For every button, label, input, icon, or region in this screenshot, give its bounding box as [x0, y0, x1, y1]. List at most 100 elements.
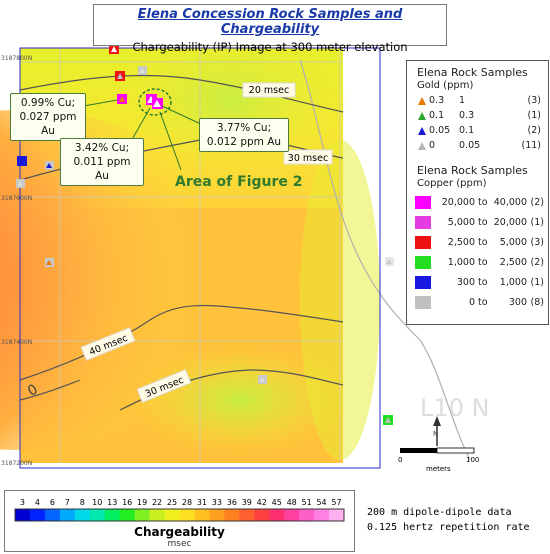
- copper-legend-row: 300 to 1,000 (1): [413, 275, 545, 291]
- gold-range-to: 0.1: [459, 125, 475, 136]
- sample-marker: [115, 71, 125, 81]
- survey-note-frequency: 0.125 hertz repetition rate: [367, 522, 530, 533]
- colorbar-swatch: [104, 509, 121, 521]
- colorbar-swatch: [329, 509, 345, 521]
- sample-marker: [17, 156, 27, 166]
- colorbar-tick-label: 4: [35, 498, 40, 507]
- copper-legend-title: Elena Rock Samples: [417, 164, 528, 177]
- callout-sample-3: 3.77% Cu; 0.012 ppm Au: [199, 118, 289, 152]
- colorbar-title: Chargeability: [134, 525, 225, 539]
- svg-text:0: 0: [398, 456, 402, 464]
- colorbar-tick-label: 3: [20, 498, 25, 507]
- copper-range-from: 300: [456, 277, 475, 288]
- colorbar-swatch: [164, 509, 180, 521]
- range-separator: to: [478, 217, 488, 228]
- colorbar-swatch: [314, 509, 330, 521]
- colorbar-swatch: [269, 509, 285, 521]
- colorbar-swatch: [89, 509, 106, 521]
- gold-legend-row: 0.3 1 (3): [415, 95, 543, 109]
- figure-2-area-circle: [138, 88, 172, 116]
- gold-range-to: 1: [459, 95, 466, 106]
- gold-range-from: 0: [429, 140, 436, 151]
- colorbar-tick-label: 31: [197, 498, 207, 507]
- copper-legend-row: 1,000 to 2,500 (2): [413, 255, 545, 271]
- gold-range-from: 0.05: [429, 125, 451, 136]
- colorbar-tick-label: 6: [50, 498, 55, 507]
- colorbar-swatch: [284, 509, 300, 521]
- range-separator: to: [478, 257, 488, 268]
- northing-label-low: 3187400N: [1, 339, 32, 346]
- colorbar-tick-label: 22: [152, 498, 162, 507]
- range-separator: to: [478, 277, 488, 288]
- copper-range-from: 5,000: [447, 217, 475, 228]
- colorbar-swatch: [239, 509, 255, 521]
- callout-line1: 3.77% Cu;: [216, 122, 272, 134]
- colorbar-tick-label: 13: [107, 498, 117, 507]
- colorbar-unit: msec: [167, 539, 192, 549]
- gold-range-from: 0.1: [429, 110, 445, 121]
- chargeability-colorbar: 3 4 6 7 8 10 13 16 19 22 25 28 31 33 36 39 42 45 48 51 54 57 …: [4, 490, 355, 552]
- range-separator: to: [478, 297, 488, 308]
- sample-marker: [45, 161, 54, 170]
- svg-text:N: N: [433, 430, 438, 438]
- gold-range-to: 0.05: [459, 140, 481, 151]
- colorbar-tick-label: 57: [331, 498, 341, 507]
- road-line: [299, 59, 471, 461]
- survey-boundary: [19, 47, 381, 469]
- colorbar-swatch: [74, 509, 91, 521]
- colorbar-tick-label: 33: [212, 498, 222, 507]
- survey-note-dipole: 200 m dipole-dipole data: [367, 507, 512, 518]
- line-label-l10n: L10 N: [420, 394, 490, 422]
- copper-range-to: 40,000: [493, 197, 527, 208]
- map-subtitle: Chargeability (IP) Image at 300 meter el…: [132, 40, 408, 54]
- triangle-icon: [418, 142, 426, 150]
- gold-legend-row: 0 0.05 (11): [415, 140, 543, 154]
- copper-range-from: 20,000: [441, 197, 475, 208]
- color-swatch: [415, 256, 431, 269]
- colorbar-swatch: [299, 509, 315, 521]
- sample-marker: [258, 375, 267, 384]
- copper-count: (1): [530, 217, 544, 228]
- gold-count: (11): [521, 140, 541, 151]
- sample-marker: [45, 258, 54, 267]
- northing-label-top: 3187800N: [1, 55, 32, 62]
- colorbar-tick-label: 48: [287, 498, 297, 507]
- survey-notes: 200 m dipole-dipole data 0.125 hertz rep…: [367, 505, 530, 535]
- colorbar-tick-label: 42: [257, 498, 267, 507]
- contour-label-20: 20 msec: [242, 82, 296, 98]
- map-title: Elena Concession Rock Samples and Charge…: [137, 7, 403, 37]
- color-swatch: [415, 296, 431, 309]
- colorbar-swatch: [194, 509, 210, 521]
- colorbar-tick-label: 45: [272, 498, 282, 507]
- copper-legend-row: 5,000 to 20,000 (1): [413, 215, 545, 231]
- callout-leaders: [83, 99, 204, 171]
- colorbar-frame: [14, 508, 345, 522]
- north-arrow: N: [433, 416, 441, 446]
- svg-text:meters: meters: [426, 465, 451, 473]
- color-swatch: [415, 276, 431, 289]
- colorbar-graphic: 3 4 6 7 8 10 13 16 19 22 25 28 31 33 36 39 42 45 48 51 54 57: [14, 498, 345, 522]
- sample-legend: Elena Rock Samples Gold (ppm) 0.3 1 (3) …: [406, 60, 549, 325]
- northing-label-mid: 3187600N: [1, 195, 32, 202]
- copper-legend-row: 0 to 300 (8): [413, 295, 545, 311]
- copper-count: (2): [530, 257, 544, 268]
- colorbar-tick-label: 39: [242, 498, 252, 507]
- color-swatch: [415, 196, 431, 209]
- copper-range-from: 1,000: [447, 257, 475, 268]
- triangle-icon: [418, 112, 426, 120]
- gold-legend-header: Gold (ppm): [417, 80, 474, 91]
- colorbar-swatch: [209, 509, 225, 521]
- colorbar-swatch: [149, 509, 166, 521]
- colorbar-swatch: [59, 509, 76, 521]
- colorbar-swatch: [29, 509, 46, 521]
- sample-marker: [152, 98, 163, 109]
- copper-count: (1): [530, 277, 544, 288]
- copper-count: (2): [530, 197, 544, 208]
- colorbar-swatch: [119, 509, 136, 521]
- copper-range-to: 2,500: [499, 257, 527, 268]
- svg-text:100: 100: [466, 456, 479, 464]
- sample-marker: [385, 257, 394, 266]
- copper-range-to: 5,000: [499, 237, 527, 248]
- northing-label-bottom: 3187200N: [1, 460, 32, 467]
- copper-range-to: 300: [508, 297, 527, 308]
